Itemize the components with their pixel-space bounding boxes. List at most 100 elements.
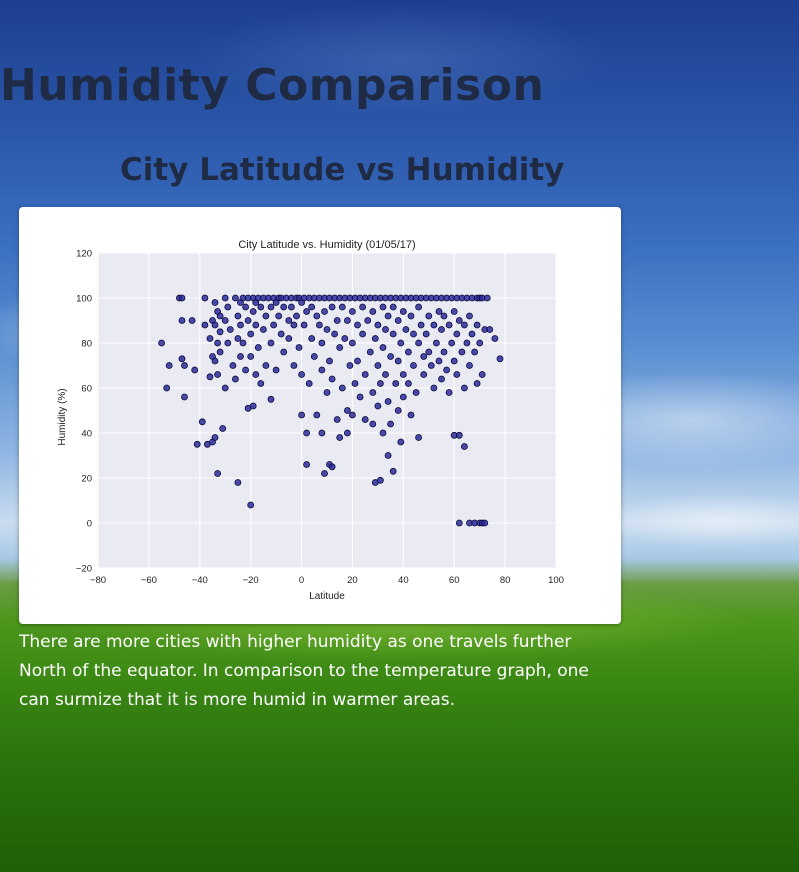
data-point: [348, 411, 356, 419]
data-point: [267, 395, 275, 403]
y-tick-label: 80: [81, 339, 92, 350]
data-point: [384, 398, 392, 405]
data-point: [450, 357, 458, 365]
data-point: [435, 308, 443, 315]
data-point: [455, 431, 463, 439]
data-point: [404, 380, 412, 387]
data-point: [348, 339, 356, 347]
data-points: [158, 294, 504, 527]
data-point: [326, 357, 333, 365]
data-point: [443, 366, 451, 374]
data-point: [455, 519, 463, 527]
data-point: [247, 353, 255, 360]
data-point: [453, 330, 461, 338]
data-point: [285, 335, 293, 342]
data-point: [188, 317, 196, 324]
data-point: [163, 384, 171, 392]
data-point: [346, 362, 354, 369]
data-point: [343, 429, 351, 437]
data-point: [313, 312, 321, 320]
data-point: [374, 402, 382, 410]
data-point: [422, 330, 430, 338]
data-point: [298, 371, 306, 378]
data-point: [247, 330, 255, 338]
data-point: [351, 380, 359, 387]
y-tick-label: 0: [87, 519, 92, 530]
data-point: [242, 303, 250, 311]
data-point: [379, 429, 387, 437]
data-point: [440, 348, 448, 356]
data-point: [438, 375, 445, 383]
data-point: [407, 312, 415, 320]
data-point: [354, 321, 361, 329]
data-point: [226, 326, 234, 333]
data-point: [440, 312, 448, 320]
data-point: [376, 476, 384, 484]
data-point: [234, 479, 242, 486]
x-tick-label: −80: [90, 575, 106, 586]
data-point: [191, 366, 199, 374]
data-point: [214, 371, 222, 378]
x-tick-label: −60: [141, 575, 157, 586]
data-point: [211, 321, 219, 329]
data-point: [382, 371, 389, 378]
data-point: [216, 348, 224, 356]
data-point: [328, 303, 336, 311]
data-point: [359, 330, 367, 338]
data-point: [478, 371, 486, 378]
y-tick-label: 60: [81, 384, 92, 395]
data-point: [318, 429, 326, 437]
data-point: [496, 355, 504, 363]
data-point: [410, 362, 417, 369]
data-point: [328, 463, 336, 471]
data-point: [392, 380, 400, 387]
data-point: [303, 429, 311, 437]
data-point: [374, 321, 382, 329]
data-point: [425, 348, 433, 356]
data-point: [239, 339, 247, 347]
data-point: [323, 326, 331, 333]
data-point: [425, 312, 433, 320]
x-tick-label: 40: [398, 575, 409, 586]
data-point: [415, 303, 423, 311]
data-point: [178, 294, 186, 302]
data-point: [201, 294, 209, 302]
data-point: [214, 470, 222, 477]
data-point: [287, 303, 295, 311]
data-point: [379, 303, 387, 311]
data-point: [481, 519, 489, 527]
data-point: [257, 380, 265, 387]
data-point: [453, 371, 461, 378]
data-point: [285, 317, 293, 324]
data-point: [348, 308, 356, 315]
data-point: [389, 303, 397, 311]
data-point: [277, 330, 285, 338]
data-point: [224, 339, 232, 347]
data-point: [221, 317, 229, 324]
data-point: [486, 326, 494, 333]
data-point: [300, 321, 308, 329]
x-axis-label: Latitude: [309, 591, 345, 602]
data-point: [252, 321, 260, 329]
x-tick-label: −20: [243, 575, 259, 586]
x-tick-label: 60: [449, 575, 460, 586]
data-point: [404, 348, 412, 356]
data-point: [318, 366, 326, 374]
data-point: [336, 344, 344, 351]
data-point: [323, 389, 331, 396]
data-point: [389, 467, 397, 475]
data-point: [341, 335, 349, 342]
x-tick-labels: −80 −60 −40 −20 0 20 40 60 80 100: [90, 575, 564, 586]
data-point: [229, 362, 237, 369]
scatter-chart: −80 −60 −40 −20 0 20 40 60 80 100 −20 0 20 40 60 80 100…: [57, 239, 564, 602]
y-tick-labels: −20 0 20 40 60 80 100 120: [76, 249, 92, 575]
data-point: [214, 339, 222, 347]
data-point: [290, 321, 298, 329]
y-axis-label: Humidity (%): [57, 388, 68, 445]
data-point: [387, 353, 395, 360]
data-point: [270, 321, 278, 329]
data-point: [394, 407, 402, 414]
data-point: [343, 317, 351, 324]
data-point: [430, 384, 438, 392]
data-point: [399, 393, 407, 401]
